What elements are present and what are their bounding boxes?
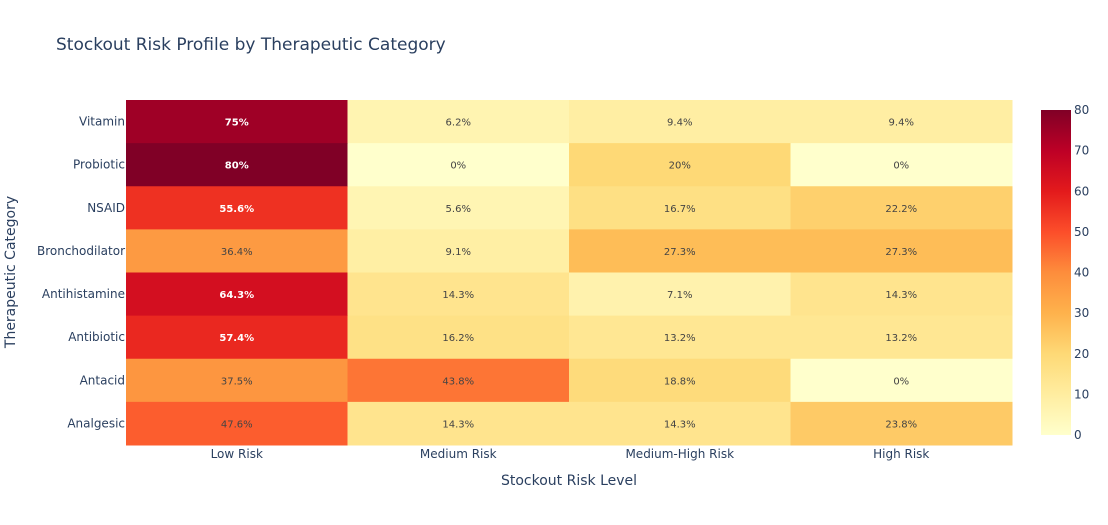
heatmap-cell [126,272,348,317]
cell-value-label: 7.1% [667,290,692,301]
cell-value-label: 9.1% [446,247,471,258]
colorbar-ticks: 0 10 20 30 40 50 60 70 80 [1074,103,1089,442]
heatmap-cell [790,401,1013,446]
cell-value-label: 47.6% [221,419,253,430]
heatmap-cell [126,229,348,273]
x-axis-ticks: Low Risk Medium Risk Medium-High Risk High … [211,447,930,461]
cell-value-label: 14.3% [664,419,696,430]
x-axis-title: Stockout Risk Level [501,473,637,489]
cell-value-label: 14.3% [442,419,474,430]
colorbar-tick-label: 30 [1074,306,1089,320]
cell-value-label: 23.8% [885,419,917,430]
cell-value-label: 6.2% [446,118,471,129]
y-tick-label: Antibiotic [68,330,125,344]
heatmap-cell [126,143,348,187]
colorbar-tick-label: 0 [1074,428,1082,442]
heatmap-cell [790,358,1013,403]
heatmap-cell [569,315,791,360]
cell-value-label: 9.4% [889,118,914,129]
heatmap-cell-labels: 75% 6.2% 9.4% 9.4% 80% 0% 20% 0% 55.6% 5.6% 16.7% 2… [219,118,917,431]
heatmap-cell [126,315,348,360]
colorbar-tick-label: 40 [1074,266,1089,280]
cell-value-label: 75% [225,118,249,129]
colorbar [1041,110,1071,435]
cell-value-label: 5.6% [446,204,471,215]
cell-value-label: 0% [893,161,909,172]
cell-value-label: 22.2% [885,204,917,215]
heatmap-cell [126,186,348,230]
cell-value-label: 14.3% [885,290,917,301]
colorbar-tick-label: 10 [1074,387,1089,401]
y-tick-label: Analgesic [67,416,125,430]
y-axis-ticks: Vitamin Probiotic NSAID Bronchodilator Antih… [37,115,125,431]
heatmap-cell [126,401,348,446]
cell-value-label: 9.4% [667,118,692,129]
y-tick-label: Antihistamine [42,287,125,301]
cell-value-label: 27.3% [885,247,917,258]
cell-value-label: 14.3% [442,290,474,301]
heatmap-cell [790,143,1013,187]
cell-value-label: 16.7% [664,204,696,215]
cell-value-label: 55.6% [219,204,254,215]
cell-value-label: 13.2% [885,333,917,344]
cell-value-label: 64.3% [219,290,254,301]
y-tick-label: NSAID [87,201,125,215]
heatmap-cell [790,100,1013,144]
heatmap-cell [347,143,570,187]
colorbar-tick-label: 60 [1074,184,1089,198]
x-tick-label: High Risk [873,447,929,461]
y-tick-label: Antacid [80,373,125,387]
heatmap-cell [126,358,348,403]
heatmap-cell [790,315,1013,360]
heatmap-cell [569,186,791,230]
heatmap-cell [126,100,348,144]
y-axis-title: Therapeutic Category [3,196,19,349]
cell-value-label: 43.8% [442,376,474,387]
cell-value-label: 20% [669,161,691,172]
heatmap-cell [347,315,570,360]
heatmap-cell [347,229,570,273]
y-tick-label: Vitamin [79,115,125,129]
heatmap-cells [126,100,1013,446]
heatmap-cell [569,272,791,317]
heatmap-cell [347,186,570,230]
x-tick-label: Medium Risk [420,447,497,461]
cell-value-label: 0% [893,376,909,387]
heatmap-cell [347,358,570,403]
colorbar-tick-label: 70 [1074,144,1089,158]
heatmap-cell [569,358,791,403]
colorbar-tick-label: 20 [1074,347,1089,361]
chart-title: Stockout Risk Profile by Therapeutic Cat… [56,35,446,55]
cell-value-label: 13.2% [664,333,696,344]
heatmap-cell [790,229,1013,273]
cell-value-label: 16.2% [442,333,474,344]
cell-value-label: 27.3% [664,247,696,258]
heatmap-cell [569,100,791,144]
cell-value-label: 36.4% [221,247,253,258]
cell-value-label: 18.8% [664,376,696,387]
heatmap-cell [790,186,1013,230]
heatmap-cell [347,401,570,446]
heatmap-cell [569,229,791,273]
heatmap-cell [569,401,791,446]
x-tick-label: Medium-High Risk [625,447,734,461]
heatmap-cell [347,272,570,317]
colorbar-tick-label: 80 [1074,103,1089,117]
y-tick-label: Bronchodilator [37,244,125,258]
colorbar-tick-label: 50 [1074,225,1089,239]
heatmap-cell [790,272,1013,317]
x-tick-label: Low Risk [211,447,263,461]
cell-value-label: 57.4% [219,333,254,344]
cell-value-label: 0% [450,161,466,172]
heatmap-cell [569,143,791,187]
cell-value-label: 37.5% [221,376,253,387]
y-tick-label: Probiotic [73,158,125,172]
heatmap-cell [347,100,570,144]
cell-value-label: 80% [225,161,249,172]
